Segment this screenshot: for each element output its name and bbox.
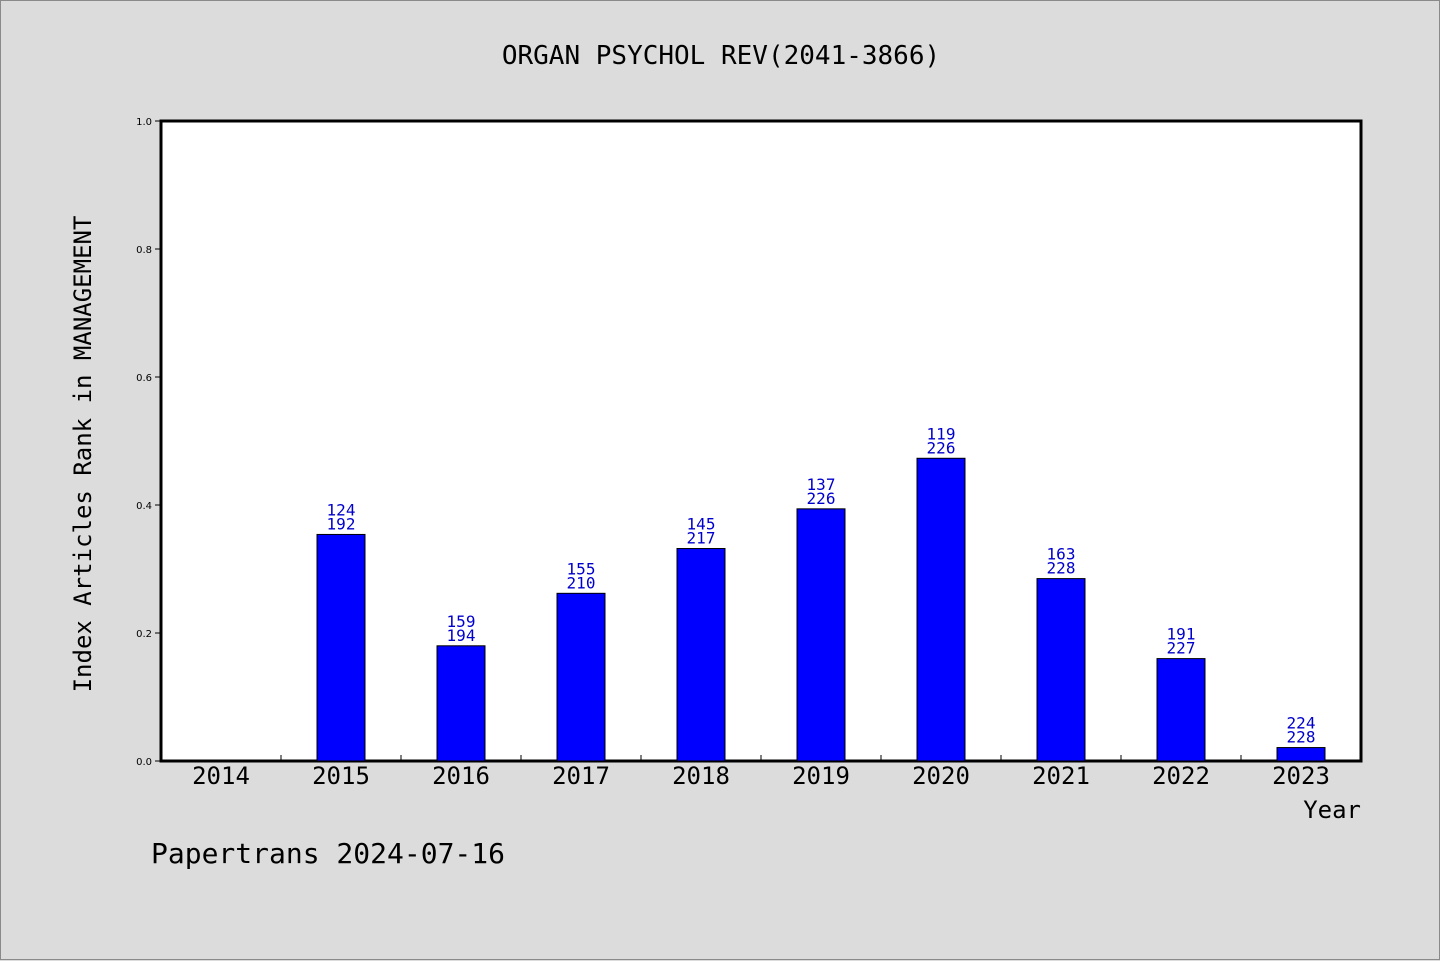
y-axis-ticks: 0.0 0.2 0.4 0.6 0.8 1.0: [136, 117, 161, 768]
x-tick-label: 2021: [1032, 762, 1090, 790]
bar-labels: 1241921591941552101452171372261192261632…: [327, 424, 1316, 746]
bar-label-top: 163: [1047, 545, 1076, 564]
bar-series: [316, 457, 1326, 762]
bar-label-bottom: 217: [687, 529, 716, 548]
bar-label-bottom: 194: [447, 626, 476, 645]
x-tick-label: 2018: [672, 762, 730, 790]
bar: [316, 533, 366, 762]
bar-label-top: 155: [567, 559, 596, 578]
y-tick-label: 0.8: [136, 245, 152, 256]
bar: [676, 548, 726, 762]
x-tick-label: 2015: [312, 762, 370, 790]
bar-label-bottom: 227: [1167, 639, 1196, 658]
y-axis-label: Index Articles Rank in MANAGEMENT: [69, 216, 97, 693]
bar-label-top: 124: [327, 500, 356, 519]
bar: [436, 645, 486, 762]
x-tick-label: 2017: [552, 762, 610, 790]
x-tick-label: 2023: [1272, 762, 1330, 790]
bar: [796, 508, 846, 762]
x-tick-label: 2016: [432, 762, 490, 790]
bar-label-top: 191: [1167, 625, 1196, 644]
bar-label-bottom: 226: [927, 438, 956, 457]
bar-label-bottom: 226: [807, 489, 836, 508]
x-tick-label: 2019: [792, 762, 850, 790]
x-axis-ticks: 2014 2015 2016 2017 2018 2019 2020 2021 2022 2023: [192, 755, 1330, 790]
chart-title: ORGAN PSYCHOL REV(2041-3866): [502, 41, 940, 71]
bar-label-top: 137: [807, 475, 836, 494]
x-tick-label: 2014: [192, 762, 250, 790]
bar-label-top: 145: [687, 515, 716, 534]
bar: [556, 592, 606, 762]
y-tick-label: 0.2: [136, 629, 152, 640]
footer-text: Papertrans 2024-07-16: [151, 837, 505, 870]
y-tick-label: 1.0: [136, 117, 152, 128]
bar-label-bottom: 210: [567, 573, 596, 592]
bar-label-top: 224: [1287, 714, 1316, 733]
x-axis-label: Year: [1303, 796, 1361, 824]
bar-label-bottom: 228: [1287, 728, 1316, 747]
bar-label-bottom: 192: [327, 514, 356, 533]
x-tick-label: 2020: [912, 762, 970, 790]
bar-label-top: 119: [927, 424, 956, 443]
bar-label-top: 159: [447, 612, 476, 631]
bar: [1276, 747, 1326, 762]
y-tick-label: 0.4: [136, 501, 152, 512]
y-tick-label: 0.0: [136, 757, 152, 768]
bar: [1156, 658, 1206, 762]
bar: [1036, 578, 1086, 762]
bar-label-bottom: 228: [1047, 559, 1076, 578]
x-tick-label: 2022: [1152, 762, 1210, 790]
bar: [916, 457, 966, 762]
y-tick-label: 0.6: [136, 373, 152, 384]
